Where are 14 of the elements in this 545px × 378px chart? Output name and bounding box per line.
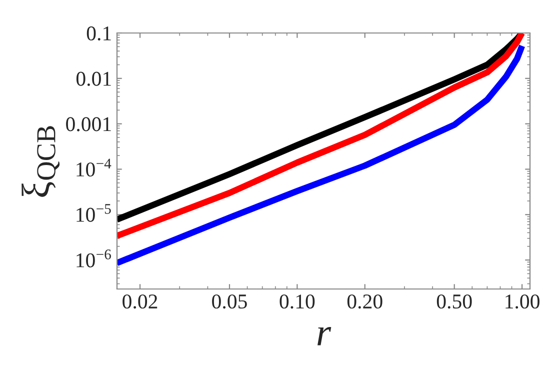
y-tick-label: 10$^{−4}$ (76, 158, 112, 177)
y-tick-label: 0.01 (76, 72, 111, 86)
y-tick-label: 10$^{−6}$ (76, 250, 111, 268)
y-tick-label: 0.1 (86, 26, 111, 41)
x-tick-label: 1.00 (506, 294, 540, 309)
x-tick-label: 0.10 (280, 294, 315, 309)
y-tick-label: 0.001 (66, 117, 111, 132)
y-tick-label: 10$^{−5}$ (76, 204, 111, 222)
x-tick-label: 0.50 (436, 294, 472, 309)
x-tick-label: 0.05 (212, 294, 247, 309)
y-axis-title: ξ$_{QCB}$ (22, 126, 60, 197)
x-tick-label: 0.20 (347, 294, 382, 309)
x-tick-label: 0.02 (122, 294, 158, 309)
x-axis-title: r (318, 326, 332, 346)
